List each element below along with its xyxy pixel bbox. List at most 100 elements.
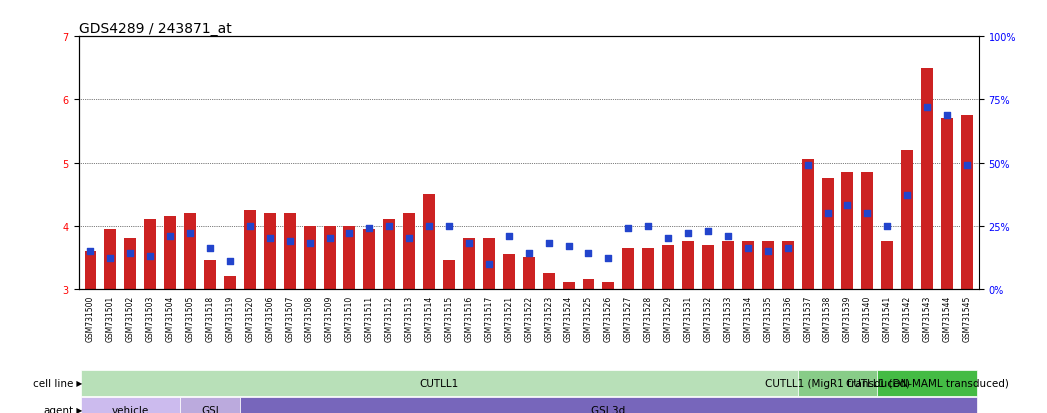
Text: agent: agent: [43, 405, 73, 413]
Point: [799, 162, 816, 169]
Point: [441, 223, 458, 230]
Bar: [304, 226, 315, 289]
FancyBboxPatch shape: [180, 397, 240, 413]
Bar: [363, 229, 375, 289]
Point: [121, 251, 138, 257]
Bar: [822, 179, 833, 289]
Text: vehicle: vehicle: [112, 405, 149, 413]
Point: [202, 245, 219, 252]
Point: [321, 235, 338, 242]
Point: [719, 233, 736, 240]
Bar: [662, 245, 674, 289]
Point: [141, 253, 158, 260]
Point: [341, 230, 358, 237]
Bar: [802, 160, 814, 289]
Point: [381, 223, 398, 230]
Point: [222, 258, 239, 265]
Bar: [483, 239, 495, 289]
Point: [262, 235, 279, 242]
FancyBboxPatch shape: [81, 397, 180, 413]
Bar: [862, 173, 873, 289]
Bar: [941, 119, 953, 289]
FancyBboxPatch shape: [798, 370, 877, 396]
Point: [421, 223, 438, 230]
Bar: [703, 245, 714, 289]
Bar: [284, 214, 295, 289]
Bar: [443, 261, 455, 289]
Bar: [403, 214, 416, 289]
Point: [242, 223, 259, 230]
Bar: [522, 258, 535, 289]
Bar: [622, 248, 634, 289]
Bar: [901, 150, 913, 289]
FancyBboxPatch shape: [877, 370, 977, 396]
Bar: [722, 242, 734, 289]
Point: [779, 245, 796, 252]
FancyBboxPatch shape: [81, 370, 798, 396]
Point: [939, 112, 956, 119]
Point: [461, 240, 477, 247]
Bar: [742, 242, 754, 289]
Bar: [383, 220, 396, 289]
Point: [580, 251, 597, 257]
Bar: [762, 242, 774, 289]
Bar: [423, 195, 436, 289]
Point: [560, 243, 577, 249]
Bar: [343, 226, 355, 289]
Point: [540, 240, 557, 247]
Point: [282, 238, 298, 244]
Bar: [782, 242, 794, 289]
Bar: [542, 273, 555, 289]
Point: [182, 230, 199, 237]
Point: [600, 256, 617, 262]
Bar: [882, 242, 893, 289]
Point: [959, 162, 976, 169]
Bar: [204, 261, 216, 289]
Text: CUTLL1 (DN-MAML transduced): CUTLL1 (DN-MAML transduced): [846, 378, 1008, 388]
Point: [660, 235, 676, 242]
Text: CUTLL1: CUTLL1: [420, 378, 459, 388]
Bar: [144, 220, 156, 289]
Point: [361, 225, 378, 232]
Bar: [244, 210, 255, 289]
Bar: [224, 277, 236, 289]
Text: CUTLL1 (MigR1 transduced): CUTLL1 (MigR1 transduced): [765, 378, 910, 388]
Text: GSI: GSI: [201, 405, 219, 413]
Bar: [264, 214, 275, 289]
Bar: [602, 283, 615, 289]
Point: [620, 225, 637, 232]
FancyBboxPatch shape: [240, 397, 977, 413]
Point: [819, 210, 836, 217]
Point: [759, 248, 776, 254]
Point: [302, 240, 318, 247]
Point: [520, 251, 537, 257]
Text: cell line: cell line: [32, 378, 73, 388]
Point: [481, 261, 497, 267]
Point: [739, 245, 756, 252]
Bar: [562, 283, 575, 289]
Point: [919, 104, 936, 111]
Bar: [683, 242, 694, 289]
Bar: [184, 214, 196, 289]
Point: [102, 256, 118, 262]
Point: [162, 233, 179, 240]
Point: [699, 228, 716, 235]
Bar: [921, 69, 933, 289]
Bar: [463, 239, 475, 289]
Point: [680, 230, 696, 237]
Bar: [164, 217, 176, 289]
Bar: [842, 173, 853, 289]
Point: [640, 223, 656, 230]
Point: [839, 203, 855, 209]
Bar: [582, 280, 595, 289]
Bar: [105, 229, 116, 289]
Text: ▶: ▶: [74, 379, 83, 387]
Point: [859, 210, 875, 217]
Bar: [324, 226, 335, 289]
Text: GDS4289 / 243871_at: GDS4289 / 243871_at: [79, 22, 231, 36]
Bar: [85, 251, 96, 289]
Bar: [642, 248, 654, 289]
Point: [82, 248, 98, 254]
Point: [899, 192, 916, 199]
Text: GSI 3d: GSI 3d: [592, 405, 625, 413]
